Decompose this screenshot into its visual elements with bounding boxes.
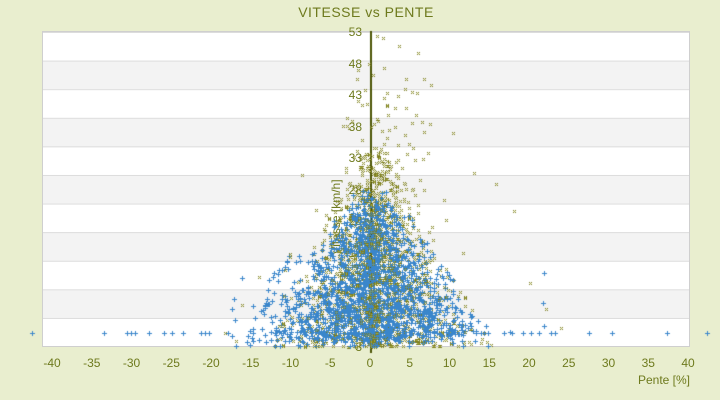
y-tick-label: 3 [355,340,362,354]
x-axis-title: Pente [%] [637,373,690,387]
y-tick-label: 13 [348,277,362,291]
y-tick-label: 8 [355,308,362,323]
y-tick-label: 43 [348,88,362,102]
y-tick-label: 48 [348,56,362,71]
y-tick-label: 18 [348,245,362,260]
chart-title: VITESSE vs PENTE [298,4,434,20]
y-tick-label: 53 [348,25,362,39]
y-tick-label: 33 [348,151,362,165]
plot-area [42,31,690,347]
y-tick-label: 38 [348,119,362,134]
y-tick-label: 23 [348,214,362,228]
y-tick-label: 28 [348,182,362,197]
x-tick-label: 40 [681,356,695,370]
